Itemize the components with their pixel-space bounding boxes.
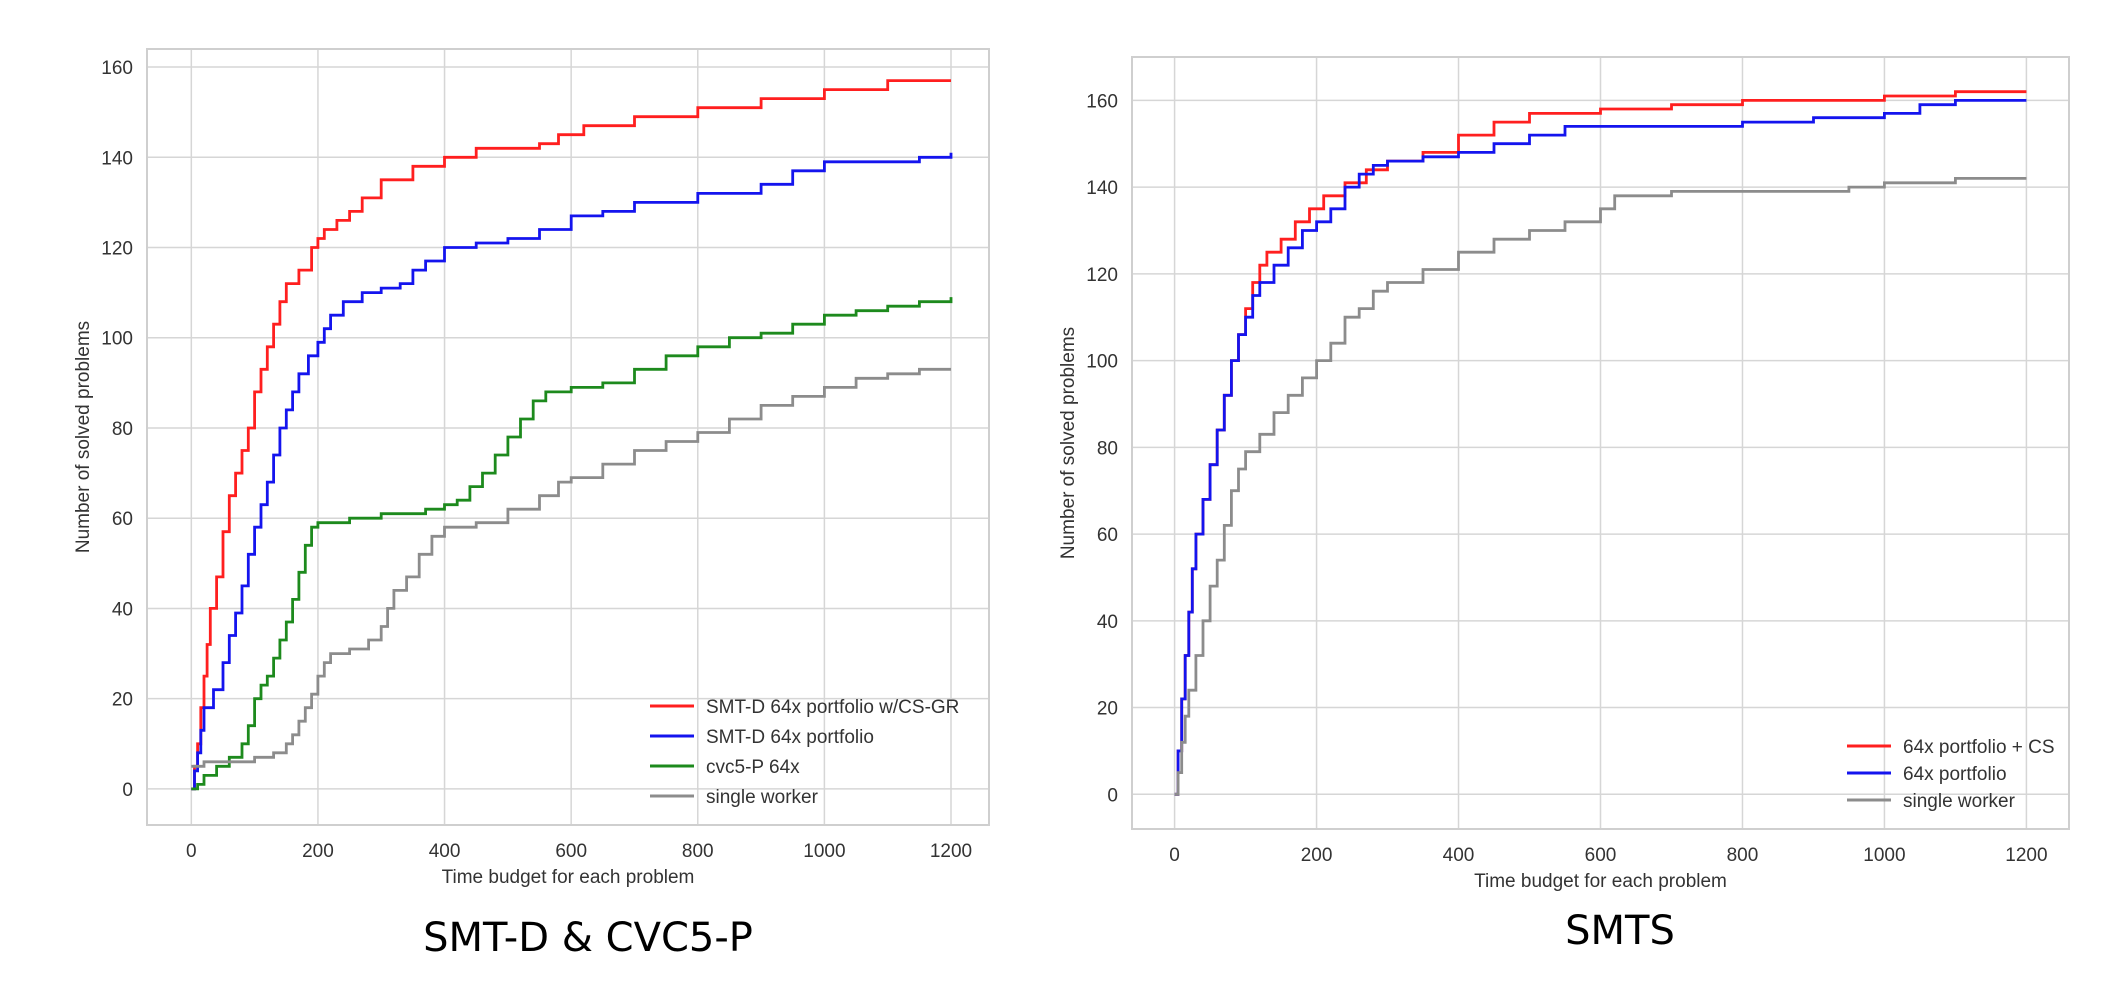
y-tick-label: 100 [1086, 352, 1118, 373]
legend-entry: 64x portfolio + CS [1903, 737, 2055, 758]
x-tick-label: 1000 [803, 841, 845, 862]
legend-entry: cvc5-P 64x [706, 757, 800, 778]
y-tick-label: 80 [112, 419, 133, 440]
y-tick-label: 40 [112, 599, 133, 620]
y-tick-label: 100 [101, 329, 133, 350]
y-tick-label: 60 [1097, 525, 1118, 546]
legend-entry: single worker [706, 787, 819, 808]
left-panel-caption: SMT-D & CVC5-P [423, 915, 753, 961]
series-line-gray [1174, 177, 2027, 796]
y-tick-label: 140 [1086, 178, 1118, 199]
y-tick-label: 120 [1086, 265, 1118, 286]
y-tick-label: 120 [101, 239, 133, 260]
left-chart: 0 200 400 600 800 1000 1200 0 20 40 60 80 100 120 140 1… [73, 48, 990, 888]
series-line-blue [1174, 99, 2027, 796]
y-tick-label: 140 [101, 148, 133, 169]
x-tick-label: 400 [429, 841, 461, 862]
x-tick-label: 1200 [2005, 845, 2047, 866]
y-tick-label: 160 [101, 58, 133, 79]
x-axis-label: Time budget for each problem [442, 867, 695, 888]
y-tick-label: 160 [1086, 91, 1118, 112]
legend-entry: 64x portfolio [1903, 764, 2007, 785]
series-line-green [191, 297, 953, 791]
x-tick-label: 1200 [930, 841, 972, 862]
y-tick-label: 20 [1097, 699, 1118, 720]
x-tick-label: 600 [555, 841, 587, 862]
x-axis-label: Time budget for each problem [1474, 871, 1727, 892]
x-tick-label: 800 [682, 841, 714, 862]
y-tick-label: 60 [112, 509, 133, 530]
x-tick-label: 600 [1585, 845, 1617, 866]
x-tick-label: 800 [1727, 845, 1759, 866]
legend-entry: SMT-D 64x portfolio w/CS-GR [706, 697, 959, 718]
x-tick-label: 0 [1169, 845, 1180, 866]
plot-frame [1131, 56, 2070, 830]
x-tick-label: 200 [1301, 845, 1333, 866]
y-tick-label: 20 [112, 690, 133, 711]
right-chart: 0 200 400 600 800 1000 1200 0 20 40 60 80 100 120 140 1… [1058, 56, 2070, 892]
y-tick-label: 0 [1107, 785, 1118, 806]
series-line-gray [191, 367, 951, 768]
y-tick-label: 80 [1097, 438, 1118, 459]
right-panel-caption: SMTS [1565, 908, 1675, 954]
legend-entry: single worker [1903, 791, 2016, 812]
x-tick-label: 400 [1443, 845, 1475, 866]
y-tick-label: 0 [122, 780, 133, 801]
y-axis-label: Number of solved problems [73, 321, 94, 553]
legend-entry: SMT-D 64x portfolio [706, 727, 874, 748]
series-line-blue [191, 152, 953, 791]
series-line-red [191, 79, 951, 791]
y-tick-label: 40 [1097, 612, 1118, 633]
y-axis-label: Number of solved problems [1058, 327, 1079, 559]
x-tick-label: 1000 [1863, 845, 1905, 866]
x-tick-label: 0 [186, 841, 197, 862]
x-tick-label: 200 [302, 841, 334, 862]
plot-frame [146, 48, 990, 826]
